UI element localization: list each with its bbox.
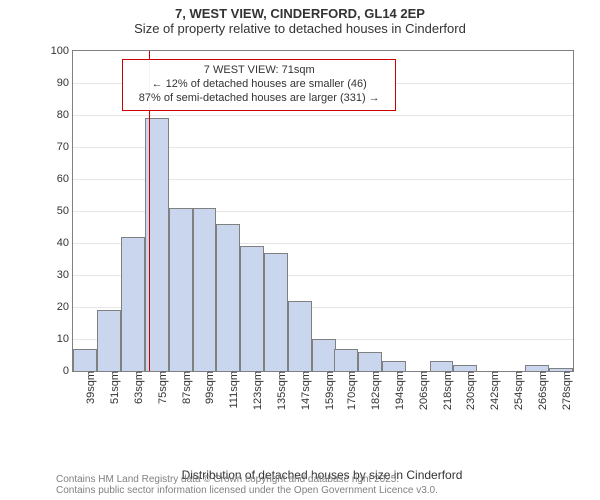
x-tick-label: 242sqm bbox=[485, 371, 501, 410]
x-tick-label: 51sqm bbox=[105, 371, 121, 404]
x-tick-label: 278sqm bbox=[557, 371, 573, 410]
histogram-bar bbox=[73, 349, 97, 371]
y-tick-label: 70 bbox=[57, 141, 73, 153]
chart-container: Number of detached properties 0102030405… bbox=[38, 50, 578, 430]
chart-subtitle: Size of property relative to detached ho… bbox=[0, 21, 600, 36]
footer-line-1: Contains HM Land Registry data © Crown c… bbox=[56, 474, 438, 485]
x-tick-label: 230sqm bbox=[461, 371, 477, 410]
histogram-bar bbox=[430, 361, 454, 371]
x-tick-label: 111sqm bbox=[224, 371, 240, 409]
address-line: 7, WEST VIEW, CINDERFORD, GL14 2EP bbox=[0, 6, 600, 21]
x-tick-label: 87sqm bbox=[177, 371, 193, 404]
histogram-bar bbox=[264, 253, 288, 371]
y-tick-label: 100 bbox=[51, 45, 73, 57]
y-tick-label: 50 bbox=[57, 205, 73, 217]
y-tick-label: 80 bbox=[57, 109, 73, 121]
x-tick-label: 99sqm bbox=[200, 371, 216, 404]
y-tick-label: 30 bbox=[57, 269, 73, 281]
annotation-line-2: ← 12% of detached houses are smaller (46… bbox=[129, 78, 389, 92]
y-tick-label: 0 bbox=[63, 365, 73, 377]
x-tick-label: 206sqm bbox=[414, 371, 430, 410]
plot-area: 010203040506070809010039sqm51sqm63sqm75s… bbox=[72, 50, 574, 372]
histogram-bar bbox=[169, 208, 193, 371]
x-tick-label: 135sqm bbox=[272, 371, 288, 410]
histogram-bar bbox=[382, 361, 406, 371]
y-tick-label: 40 bbox=[57, 237, 73, 249]
footer-line-2: Contains public sector information licen… bbox=[56, 485, 438, 496]
y-tick-label: 20 bbox=[57, 301, 73, 313]
histogram-bar bbox=[121, 237, 145, 371]
x-tick-label: 254sqm bbox=[509, 371, 525, 410]
x-tick-label: 194sqm bbox=[390, 371, 406, 410]
x-tick-label: 39sqm bbox=[81, 371, 97, 404]
histogram-bar bbox=[216, 224, 240, 371]
y-tick-label: 90 bbox=[57, 77, 73, 89]
x-tick-label: 266sqm bbox=[533, 371, 549, 410]
annotation-line-1: 7 WEST VIEW: 71sqm bbox=[129, 64, 389, 78]
x-tick-label: 182sqm bbox=[366, 371, 382, 410]
histogram-bar bbox=[240, 246, 264, 371]
x-tick-label: 147sqm bbox=[296, 371, 312, 410]
x-tick-label: 170sqm bbox=[342, 371, 358, 410]
footer-credits: Contains HM Land Registry data © Crown c… bbox=[56, 474, 438, 496]
histogram-bar bbox=[288, 301, 312, 371]
y-tick-label: 60 bbox=[57, 173, 73, 185]
histogram-bar bbox=[97, 310, 121, 371]
histogram-bar bbox=[358, 352, 382, 371]
x-tick-label: 63sqm bbox=[129, 371, 145, 404]
histogram-bar bbox=[312, 339, 336, 371]
x-tick-label: 218sqm bbox=[438, 371, 454, 410]
annotation-box: 7 WEST VIEW: 71sqm← 12% of detached hous… bbox=[122, 59, 396, 110]
chart-header: 7, WEST VIEW, CINDERFORD, GL14 2EP Size … bbox=[0, 0, 600, 36]
x-tick-label: 123sqm bbox=[248, 371, 264, 410]
x-tick-label: 75sqm bbox=[153, 371, 169, 404]
histogram-bar bbox=[334, 349, 358, 371]
y-tick-label: 10 bbox=[57, 333, 73, 345]
histogram-bar bbox=[193, 208, 217, 371]
annotation-line-3: 87% of semi-detached houses are larger (… bbox=[129, 92, 389, 106]
x-tick-label: 159sqm bbox=[320, 371, 336, 410]
